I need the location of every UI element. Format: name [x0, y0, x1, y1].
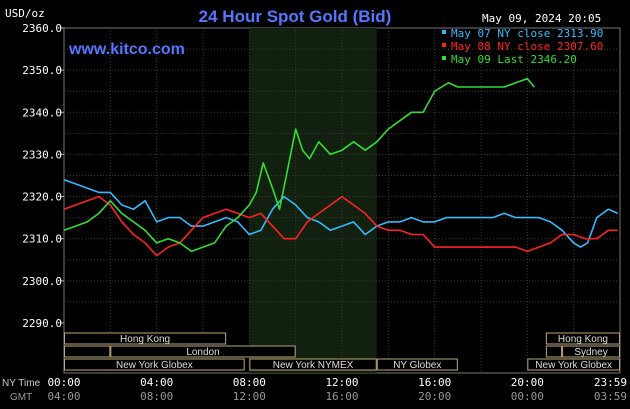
session-bar — [545, 332, 620, 345]
gmt-label: GMT — [10, 392, 32, 403]
site-link[interactable]: www.kitco.com — [68, 41, 185, 58]
ny-time-tick: 16:00 — [418, 376, 451, 389]
datetime-stamp: May 09, 2024 20:05 — [482, 12, 601, 25]
gmt-time-tick: 08:00 — [140, 390, 173, 403]
session-label: New York Globex — [535, 360, 612, 371]
y-tick-label: 2330.0 — [22, 148, 62, 161]
session-bar — [64, 358, 245, 371]
session-bar — [249, 358, 377, 371]
session-label: Hong Kong — [120, 334, 170, 345]
y-tick-label: 2320.0 — [22, 191, 62, 204]
y-tick-label: 2310.0 — [22, 233, 62, 246]
session-label: Hong Kong — [558, 334, 608, 345]
grid-lines — [64, 28, 620, 373]
legend-may09: May 09 Last 2346.20 — [451, 53, 577, 66]
gmt-time-tick: 20:00 — [418, 390, 451, 403]
legend-swatch-may08 — [442, 43, 446, 47]
legend-swatch-may07 — [442, 30, 446, 34]
legend-swatch-may09 — [442, 56, 446, 60]
time-axis: NY TimeGMT00:0004:0004:0008:0008:0012:00… — [2, 376, 627, 403]
session-bar — [545, 345, 563, 358]
y-unit-label: USD/oz — [5, 7, 45, 20]
series-lines — [63, 77, 619, 257]
session-label: New York NYMEX — [273, 360, 354, 371]
session-label: London — [186, 347, 219, 358]
session-label: Sydney — [574, 347, 607, 358]
session-bar — [110, 345, 296, 358]
series-line-1 — [63, 195, 618, 257]
ny-time-tick: 00:00 — [47, 376, 80, 389]
legend-may07: May 07 NY close 2313.90 — [451, 27, 603, 40]
y-tick-label: 2300.0 — [22, 275, 62, 288]
ny-time-tick: 23:59 — [594, 376, 627, 389]
ny-time-tick: 04:00 — [140, 376, 173, 389]
ny-time-tick: 12:00 — [325, 376, 358, 389]
session-bar — [64, 332, 227, 345]
y-axis: 2360.0 2350.0 2340.0 2330.0 2320.0 2310.0 2300… — [22, 22, 64, 330]
chart-title: 24 Hour Spot Gold (Bid) — [199, 7, 392, 26]
gmt-time-tick: 12:00 — [233, 390, 266, 403]
market-sessions: Hong Kong Hong Kong London Sydney New York G… — [64, 332, 620, 371]
session-bar — [64, 345, 111, 358]
gmt-time-tick: 03:59 — [594, 390, 627, 403]
session-bar — [562, 345, 620, 358]
ny-time-tick: 20:00 — [511, 376, 544, 389]
ny-time-label: NY Time — [2, 378, 41, 389]
gmt-time-tick: 04:00 — [47, 390, 80, 403]
legend: May 07 NY close 2313.90 May 08 NY close … — [442, 27, 603, 66]
session-bar — [376, 358, 458, 371]
session-bar — [527, 358, 620, 371]
series-line-2 — [63, 77, 535, 253]
y-tick-label: 2340.0 — [22, 106, 62, 119]
y-tick-label: 2360.0 — [22, 22, 62, 35]
series-line-0 — [63, 178, 619, 248]
trading-hours-shade — [249, 28, 377, 373]
legend-may08: May 08 NY close 2307.60 — [451, 40, 603, 53]
y-tick-label: 2290.0 — [22, 317, 62, 330]
y-tick-label: 2350.0 — [22, 64, 62, 77]
gmt-time-tick: 16:00 — [325, 390, 358, 403]
ny-time-tick: 08:00 — [233, 376, 266, 389]
gmt-time-tick: 00:00 — [511, 390, 544, 403]
session-label: New York Globex — [116, 360, 193, 371]
session-label: NY Globex — [393, 360, 441, 371]
